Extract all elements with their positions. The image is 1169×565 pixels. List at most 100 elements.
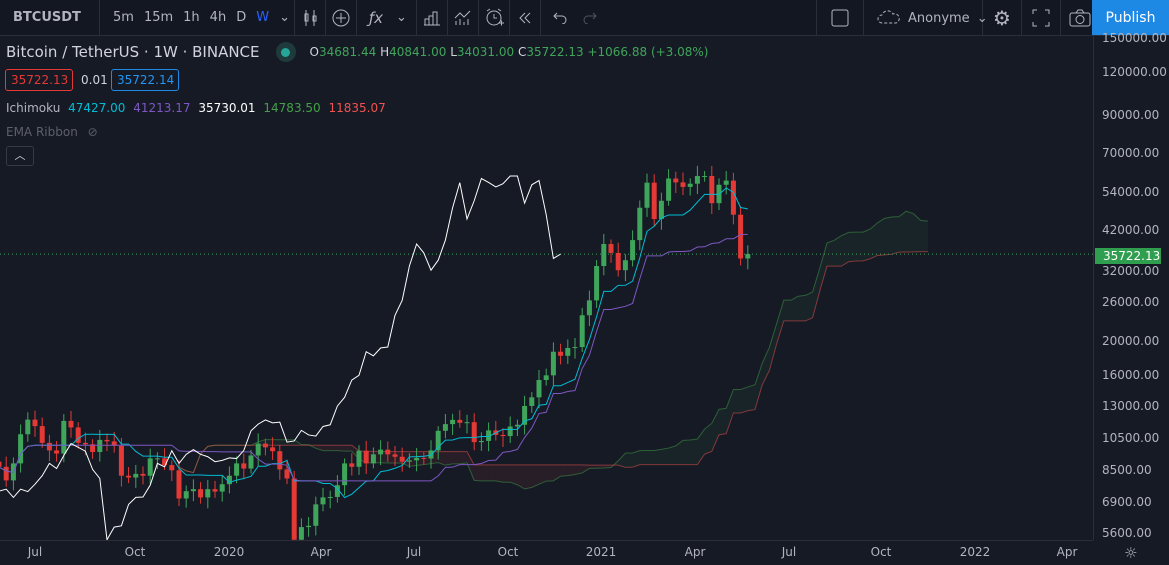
redo-icon[interactable] <box>575 0 605 36</box>
ichimoku-cloud-segment <box>503 464 511 483</box>
hidden-eye-icon[interactable]: ⊘ <box>87 125 98 139</box>
interval-5m[interactable]: 5m <box>113 10 134 25</box>
candle-body <box>565 347 571 356</box>
candle-body <box>162 458 168 466</box>
candle-body <box>608 243 614 253</box>
sell-button[interactable]: 35722.13 <box>5 69 73 91</box>
ichimoku-cloud-segment <box>747 384 755 411</box>
replay-button[interactable] <box>510 0 541 36</box>
candle-body <box>18 434 24 464</box>
undo-icon[interactable] <box>545 0 575 36</box>
symbol-legend: Bitcoin / TetherUS · 1W · BINANCE O34681… <box>6 42 708 62</box>
candle-body <box>176 470 182 499</box>
fullscreen-button[interactable] <box>1022 0 1061 36</box>
add-compare-button[interactable] <box>326 0 357 36</box>
candle-body <box>169 465 175 471</box>
ichimoku-cloud-segment <box>531 464 539 488</box>
interval-w[interactable]: W <box>256 10 270 25</box>
ichimoku-cloud-segment <box>517 464 525 490</box>
candle-body <box>392 454 398 457</box>
candle-body <box>709 175 715 204</box>
ichimoku-cloud-segment <box>855 232 863 261</box>
interval-15m[interactable]: 15m <box>143 10 174 25</box>
interval-d[interactable]: D <box>236 10 247 25</box>
templates-button[interactable] <box>417 0 448 36</box>
ichimoku-cloud-segment <box>733 389 741 413</box>
ichimoku-cloud-segment <box>625 452 633 468</box>
price-tick: 13000.00 <box>1102 399 1160 414</box>
alert-button[interactable] <box>479 0 510 36</box>
buy-button[interactable]: 35722.14 <box>111 69 179 91</box>
candle-body <box>234 463 240 476</box>
ema-ribbon-legend[interactable]: EMA Ribbon ⊘ <box>6 125 98 139</box>
high-value: 40841.00 <box>389 45 447 59</box>
chevron-down-icon: ⌄ <box>396 10 407 25</box>
ichimoku-cloud-segment <box>805 291 813 321</box>
ichimoku-cloud-segment <box>452 451 460 464</box>
layout-square-icon <box>825 0 855 36</box>
time-tick: Oct <box>870 545 892 559</box>
candle-body <box>637 207 643 241</box>
snapshot-button[interactable] <box>1061 0 1099 36</box>
candle-body <box>25 419 31 435</box>
time-tick: Apr <box>1056 545 1078 559</box>
candle-body <box>745 254 751 259</box>
candle-body <box>658 200 664 219</box>
ichimoku-cloud-segment <box>315 445 323 451</box>
candle-body <box>356 450 362 467</box>
candle-body <box>666 178 672 201</box>
ichimoku-legend[interactable]: Ichimoku 47427.00 41213.17 35730.01 1478… <box>6 101 390 115</box>
symbol-search[interactable]: BTCUSDT <box>0 0 100 36</box>
time-axis[interactable]: Jul Oct 2020 Apr Jul Oct 2021 Apr Jul Oct 2022 Apr <box>0 540 1093 565</box>
price-chart[interactable] <box>0 36 1093 540</box>
add-compare-icon <box>326 0 356 36</box>
ichimoku-cloud-segment <box>287 439 295 446</box>
ichimoku-cloud-segment <box>762 347 770 385</box>
publish-button[interactable]: Publish <box>1092 0 1169 35</box>
lagging-span-line <box>0 175 561 540</box>
spread-value: 0.01 <box>81 73 108 87</box>
collapse-legend-button[interactable]: ︿ <box>6 146 34 166</box>
interval-dropdown-icon[interactable]: ⌄ <box>279 10 290 25</box>
candle-body <box>673 178 679 183</box>
candle-body <box>644 182 650 208</box>
ichimoku-cloud-segment <box>812 267 820 318</box>
candle-body <box>248 455 254 469</box>
candle-body <box>298 527 304 540</box>
close-value: 35722.13 <box>526 45 584 59</box>
candle-body <box>205 489 211 498</box>
camera-icon <box>1065 0 1095 36</box>
interval-1h[interactable]: 1h <box>183 10 200 25</box>
candle-body <box>277 451 283 470</box>
candle-body <box>54 450 60 454</box>
layout-button[interactable] <box>816 0 864 36</box>
settings-icon: ⚙ <box>993 6 1011 30</box>
candle-body <box>435 430 441 451</box>
ichimoku-cloud-segment <box>798 295 806 321</box>
candle-body <box>579 315 585 348</box>
price-axis[interactable]: 150000.00 120000.00 90000.00 70000.00 54000.… <box>1093 31 1169 540</box>
candle-body <box>111 441 117 446</box>
axis-settings-icon[interactable]: ☼ <box>1124 544 1138 562</box>
ichimoku-cloud-segment <box>668 445 676 465</box>
ichimoku-cloud-segment <box>524 464 532 490</box>
ichimoku-cloud-segment <box>791 296 799 321</box>
indicators-button[interactable]: ƒx ⌄ <box>357 0 417 36</box>
candle-body <box>694 175 700 184</box>
candle-body <box>421 457 427 459</box>
symbol-title[interactable]: Bitcoin / TetherUS · 1W · BINANCE <box>6 43 260 61</box>
interval-4h[interactable]: 4h <box>209 10 227 25</box>
candle-body <box>61 420 67 454</box>
candle-body <box>0 461 2 467</box>
chart-type-button[interactable] <box>448 0 479 36</box>
ichimoku-cloud-segment <box>899 211 907 253</box>
indicators-icon: ƒx <box>368 8 384 27</box>
time-tick: 2020 <box>213 545 245 559</box>
ohlc-values: O34681.44 H40841.00 L34031.00 C35722.13 … <box>310 45 709 59</box>
candle-body <box>478 440 484 443</box>
ichimoku-cloud-segment <box>323 445 331 451</box>
settings-button[interactable]: ⚙ <box>983 0 1022 36</box>
ichimoku-cloud-segment <box>589 465 597 469</box>
candles-button[interactable] <box>295 0 326 36</box>
save-user-button[interactable]: Anonyme ⌄ <box>864 0 988 36</box>
